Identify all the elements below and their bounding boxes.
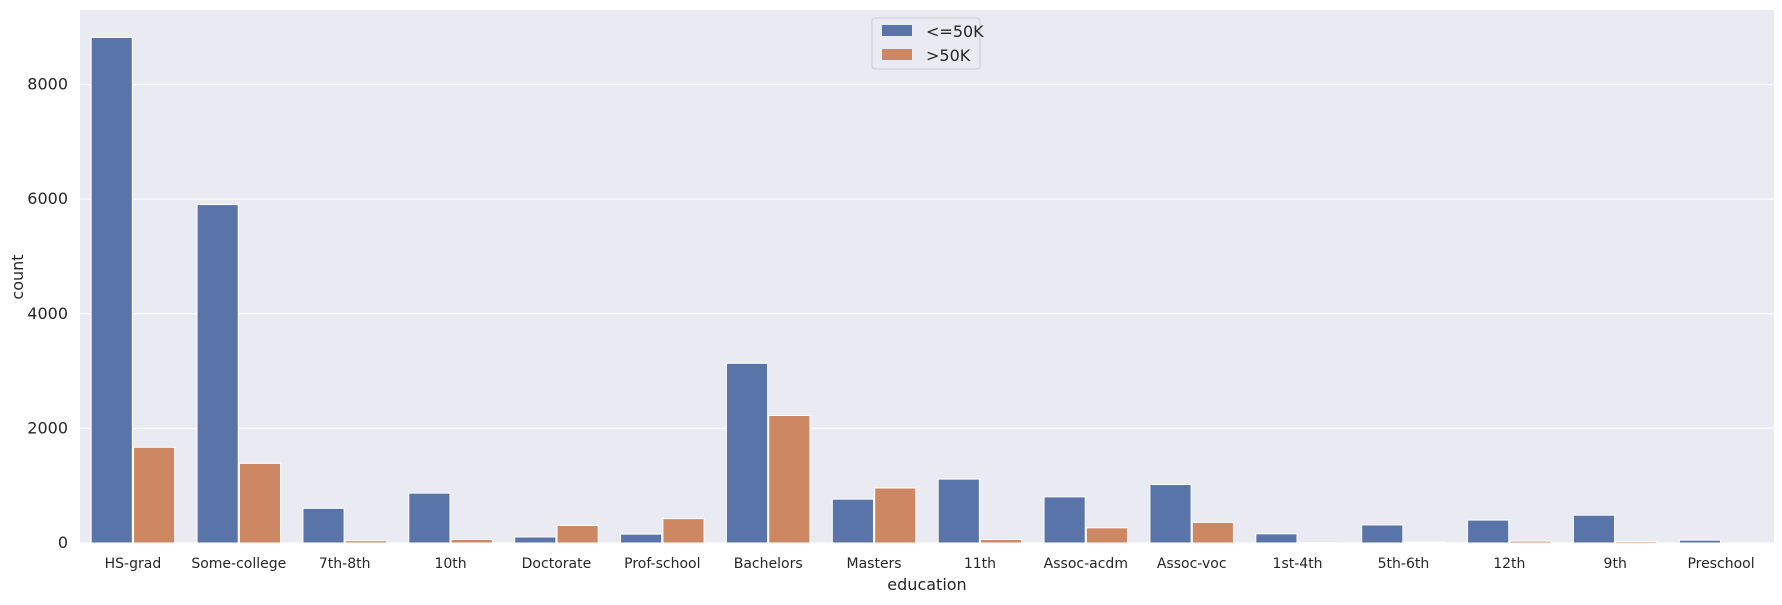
bar-gt50k: [663, 519, 704, 543]
x-tick-label: 5th-6th: [1378, 556, 1430, 572]
y-tick-label: 8000: [27, 75, 68, 94]
bar-gt50k: [769, 415, 810, 543]
x-tick-label: Bachelors: [734, 556, 803, 572]
x-tick-label: Preschool: [1687, 556, 1754, 572]
bar-gt50k: [1404, 542, 1445, 543]
bar-le50k: [832, 499, 873, 543]
bar-gt50k: [1192, 522, 1233, 543]
x-tick-label: HS-grad: [105, 556, 162, 572]
bar-gt50k: [1616, 541, 1657, 543]
bar-le50k: [1150, 485, 1191, 543]
bar-le50k: [1573, 515, 1614, 543]
bar-gt50k: [1510, 541, 1551, 543]
x-tick-label: Assoc-acdm: [1044, 556, 1128, 572]
x-tick-label: Doctorate: [522, 556, 592, 572]
bar-le50k: [938, 479, 979, 543]
y-tick-labels: 0 2000 4000 6000 8000: [27, 75, 68, 552]
x-tick-label: Masters: [847, 556, 902, 572]
plot-background: [80, 10, 1774, 543]
bar-gt50k: [345, 541, 386, 543]
bar-gt50k: [875, 488, 916, 543]
x-tick-label: Some-college: [191, 556, 286, 572]
x-tick-label: 12th: [1493, 556, 1525, 572]
x-tick-label: 1st-4th: [1273, 556, 1323, 572]
x-tick-label: Assoc-voc: [1157, 556, 1227, 572]
y-tick-label: 0: [58, 533, 68, 552]
bar-le50k: [1256, 534, 1297, 543]
bar-le50k: [1362, 525, 1403, 543]
bar-gt50k: [1086, 528, 1127, 543]
x-tick-labels: HS-grad Some-college 7th-8th 10th Doctorate P…: [105, 556, 1755, 572]
x-tick-label: 7th-8th: [319, 556, 371, 572]
x-tick-label: 10th: [434, 556, 466, 572]
bar-le50k: [303, 508, 344, 543]
bar-le50k: [409, 493, 450, 543]
bar-le50k: [1679, 540, 1720, 543]
y-tick-label: 6000: [27, 189, 68, 208]
x-axis-label: education: [887, 575, 966, 594]
bar-le50k: [91, 38, 132, 543]
bar-le50k: [726, 363, 767, 543]
y-tick-label: 2000: [27, 418, 68, 437]
x-tick-label: 11th: [964, 556, 996, 572]
x-tick-label: 9th: [1604, 556, 1627, 572]
bar-gt50k: [557, 526, 598, 543]
legend-label-gt50k: >50K: [926, 46, 971, 65]
bar-gt50k: [451, 539, 492, 543]
legend: <=50K >50K: [872, 18, 984, 69]
legend-swatch-le50k: [882, 25, 912, 36]
bar-le50k: [197, 205, 238, 543]
bar-gt50k: [981, 540, 1022, 543]
x-tick-label: Prof-school: [624, 556, 700, 572]
bar-le50k: [1468, 520, 1509, 543]
bar-gt50k: [239, 463, 280, 543]
y-tick-label: 4000: [27, 304, 68, 323]
bar-le50k: [1044, 497, 1085, 543]
bar-le50k: [515, 537, 556, 543]
y-axis-label: count: [8, 254, 27, 299]
bar-gt50k: [134, 447, 175, 543]
legend-swatch-gt50k: [882, 49, 912, 60]
legend-label-le50k: <=50K: [926, 22, 984, 41]
bar-le50k: [621, 534, 662, 543]
